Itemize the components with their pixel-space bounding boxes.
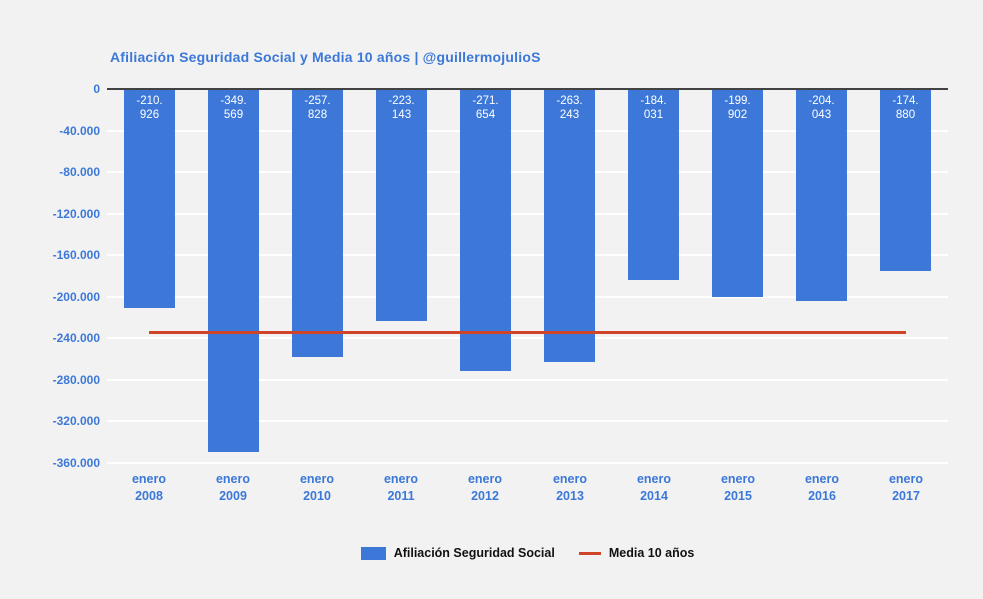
bar-enero-2008: -210. 926 bbox=[124, 89, 175, 308]
bar-enero-2011: -223. 143 bbox=[376, 89, 427, 321]
legend-item-media-10-años: Media 10 años bbox=[578, 546, 695, 560]
x-tick-label: enero 2010 bbox=[299, 472, 335, 503]
y-tick-label: -200.000 bbox=[52, 290, 100, 304]
gridline bbox=[107, 213, 948, 215]
legend-item-afiliación-seguridad-social: Afiliación Seguridad Social bbox=[360, 546, 555, 560]
plot-area: -210. 926 -349. 569 -257. 828 -223. 143 -271… bbox=[107, 88, 948, 464]
y-tick-label: -360.000 bbox=[52, 456, 100, 470]
x-tick-label: enero 2012 bbox=[467, 472, 503, 503]
bar-enero-2013: -263. 243 bbox=[544, 89, 595, 362]
bar-value-label: -199. 902 bbox=[724, 95, 751, 121]
legend-label: Afiliación Seguridad Social bbox=[393, 546, 555, 560]
bar-value-label: -263. 243 bbox=[556, 95, 583, 121]
bar-value-label: -184. 031 bbox=[640, 95, 667, 121]
x-tick-label: enero 2016 bbox=[804, 472, 840, 503]
average-line bbox=[149, 331, 906, 334]
y-tick-label: -320.000 bbox=[52, 414, 100, 428]
x-tick-label: enero 2014 bbox=[636, 472, 672, 503]
y-tick-label: -240.000 bbox=[52, 331, 100, 345]
legend-label: Media 10 años bbox=[608, 546, 695, 560]
bar-enero-2012: -271. 654 bbox=[460, 89, 511, 371]
x-tick-label: enero 2017 bbox=[888, 472, 924, 503]
bar-value-label: -174. 880 bbox=[892, 95, 919, 121]
bar-value-label: -204. 043 bbox=[808, 95, 835, 121]
gridline bbox=[107, 254, 948, 256]
bar-enero-2009: -349. 569 bbox=[208, 89, 259, 452]
x-tick-label: enero 2008 bbox=[131, 472, 167, 503]
y-tick-label: -160.000 bbox=[52, 248, 100, 262]
chart-title: Afiliación Seguridad Social y Media 10 a… bbox=[110, 49, 541, 65]
bar-enero-2017: -174. 880 bbox=[880, 89, 931, 271]
bar-enero-2015: -199. 902 bbox=[712, 89, 763, 297]
x-axis-labels: enero 2008 enero 2009 enero 2010 enero 2011… bbox=[107, 471, 948, 513]
bar-enero-2016: -204. 043 bbox=[796, 89, 847, 301]
gridline bbox=[107, 337, 948, 339]
zero-axis-line bbox=[107, 88, 948, 90]
x-tick-label: enero 2013 bbox=[552, 472, 588, 503]
gridline bbox=[107, 379, 948, 381]
gridline bbox=[107, 462, 948, 464]
legend: Afiliación Seguridad Social Media 10 años bbox=[107, 544, 948, 562]
bar-value-label: -349. 569 bbox=[220, 95, 247, 121]
x-tick-label: enero 2009 bbox=[215, 472, 251, 503]
gridline bbox=[107, 171, 948, 173]
gridline bbox=[107, 130, 948, 132]
gridline bbox=[107, 420, 948, 422]
y-tick-label: -80.000 bbox=[59, 165, 100, 179]
y-tick-label: -280.000 bbox=[52, 373, 100, 387]
bar-value-label: -271. 654 bbox=[472, 95, 499, 121]
gridline bbox=[107, 296, 948, 298]
bar-value-label: -223. 143 bbox=[388, 95, 415, 121]
x-tick-label: enero 2011 bbox=[383, 472, 419, 503]
y-tick-label: -120.000 bbox=[52, 207, 100, 221]
y-axis-labels: 0 -40.000 -80.000 -120.000 -160.000 -200.000 -… bbox=[0, 82, 100, 470]
bar-enero-2010: -257. 828 bbox=[292, 89, 343, 357]
legend-bar-swatch-icon bbox=[360, 546, 386, 560]
y-tick-label: 0 bbox=[93, 82, 100, 96]
x-tick-label: enero 2015 bbox=[720, 472, 756, 503]
bar-value-label: -210. 926 bbox=[136, 95, 163, 121]
legend-line-swatch-icon bbox=[578, 551, 601, 555]
bar-enero-2014: -184. 031 bbox=[628, 89, 679, 280]
bar-value-label: -257. 828 bbox=[304, 95, 331, 121]
y-tick-label: -40.000 bbox=[59, 124, 100, 138]
